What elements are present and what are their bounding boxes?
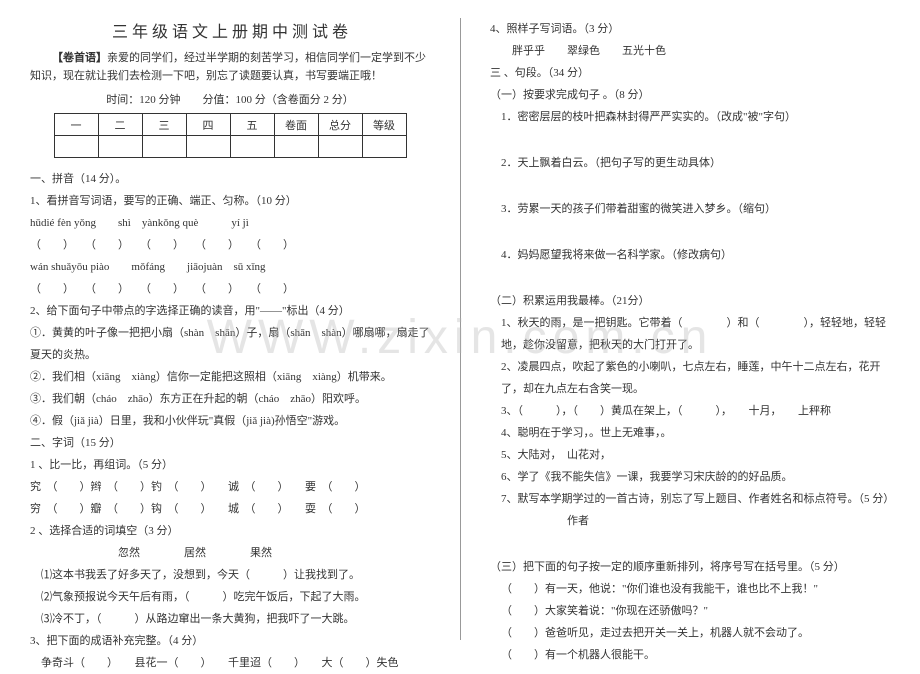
question-item: 1．密密层层的枝叶把森林封得严严实实的。（改成"被"字句） xyxy=(490,106,890,128)
section-heading: 三 、句段。（34 分） xyxy=(490,62,890,84)
score-cell xyxy=(98,136,142,158)
table-row: 一 二 三 四 五 卷面 总分 等级 xyxy=(54,114,406,136)
question-item: ②．我们相（xiāng xiàng）信你一定能把这照相（xiāng xiàng）… xyxy=(30,366,430,388)
answer-space xyxy=(490,220,890,242)
table-row xyxy=(54,136,406,158)
question-item: 3、（ ），（ ）黄瓜在架上，（ ）， 十月， 上秤称 xyxy=(490,400,890,422)
pinyin-line: wán shuǎyōu piào mǒfáng jiāojuàn sū xǐng xyxy=(30,256,430,278)
score-header: 等级 xyxy=(362,114,406,136)
question-text: 1 、比一比，再组词。（5 分） xyxy=(30,454,430,476)
intro-paragraph: 【卷首语】亲爱的同学们，经过半学期的刻苦学习，相信同学们一定学到不少知识，现在就… xyxy=(30,50,430,85)
question-item: ③．我们朝（cháo zhāo）东方正在升起的朝（cháo zhāo）阳欢呼。 xyxy=(30,388,430,410)
question-text: 1、看拼音写词语，要写的正确、端正、匀称。（10 分） xyxy=(30,190,430,212)
subsection-heading: （三）把下面的句子按一定的顺序重新排列，将序号写在括号里。（5 分） xyxy=(490,556,890,578)
blank-line: （ ） （ ） （ ） （ ） （ ） xyxy=(30,278,430,300)
score-cell xyxy=(230,136,274,158)
question-item: 4、聪明在于学习，。世上无难事，。 xyxy=(490,422,890,444)
score-cell xyxy=(142,136,186,158)
score-header: 总分 xyxy=(318,114,362,136)
section-heading: 一、拼音（14 分）。 xyxy=(30,168,430,190)
subsection-heading: （二）积累运用我最棒。（21分） xyxy=(490,290,890,312)
question-item: （ ）爸爸听见，走过去把开关一关上，机器人就不会动了。 xyxy=(490,622,890,644)
score-header: 卷面 xyxy=(274,114,318,136)
score-header: 二 xyxy=(98,114,142,136)
question-item: 5、大陆对， 山花对， xyxy=(490,444,890,466)
question-item: ⑶冷不丁，（ ）从路边窜出一条大黄狗，把我吓了一大跳。 xyxy=(30,608,430,630)
question-item: 争奇斗（ ） 县花一（ ） 千里迢（ ） 大（ ）失色 xyxy=(30,652,430,674)
question-item: 1、秋天的雨，是一把钥匙。它带着（ ）和（ ），轻轻地，轻轻地，趁你没留意，把秋… xyxy=(490,312,890,356)
question-item: ⑴这本书我丢了好多天了，没想到，今天（ ）让我找到了。 xyxy=(30,564,430,586)
section-heading: 二、字词（15 分） xyxy=(30,432,430,454)
answer-space xyxy=(490,128,890,150)
score-header: 五 xyxy=(230,114,274,136)
score-table: 一 二 三 四 五 卷面 总分 等级 xyxy=(54,113,407,158)
score-cell xyxy=(274,136,318,158)
answer-space xyxy=(490,266,890,288)
question-text: 2 、选择合适的词填空（3 分） xyxy=(30,520,430,542)
question-item: 胖乎乎 翠绿色 五光十色 xyxy=(490,40,890,62)
question-item: 4．妈妈愿望我将来做一名科学家。（修改病句） xyxy=(490,244,890,266)
question-item: 6、学了《我不能失信》一课，我要学习宋庆龄的的好品质。 xyxy=(490,466,890,488)
question-item: 作者 xyxy=(490,510,890,532)
score-cell xyxy=(362,136,406,158)
question-item: 究 （ ）辫 （ ）钓 （ ） 诚 （ ） 要 （ ） xyxy=(30,476,430,498)
answer-space xyxy=(490,174,890,196)
question-item: 7、默写本学期学过的一首古诗，别忘了写上题目、作者姓名和标点符号。（5 分） xyxy=(490,488,890,510)
question-item: ①．黄黄的叶子像一把把小扇（shàn shān）子，扇（shān shàn）哪扇… xyxy=(30,322,430,366)
answer-space xyxy=(490,532,890,554)
page-root: WWW.zixin.com.cn 三 年 级 语 文 上 册 期 中 测 试 卷… xyxy=(0,0,920,650)
doc-title: 三 年 级 语 文 上 册 期 中 测 试 卷 xyxy=(30,18,430,42)
intro-label: 【卷首语】 xyxy=(52,52,107,64)
score-header: 三 xyxy=(142,114,186,136)
word-options: 忽然 居然 果然 xyxy=(30,542,430,564)
pinyin-line: hūdié fèn yǒng shì yànkǒng què yí jì xyxy=(30,212,430,234)
question-text: 2、给下面句子中带点的字选择正确的读音，用"——"标出（4 分） xyxy=(30,300,430,322)
blank-line: （ ） （ ） （ ） （ ） （ ） xyxy=(30,234,430,256)
question-item: 2．天上飘着白云。（把句子写的更生动具体） xyxy=(490,152,890,174)
score-header: 一 xyxy=(54,114,98,136)
score-header: 四 xyxy=(186,114,230,136)
question-item: （ ）有一个机器人很能干。 xyxy=(490,644,890,666)
question-item: （ ）大家笑着说："你现在还骄傲吗？" xyxy=(490,600,890,622)
question-item: （ ）有一天，他说："你们谁也没有我能干，谁也比不上我！" xyxy=(490,578,890,600)
question-text: 3、把下面的成语补充完整。（4 分） xyxy=(30,630,430,652)
question-item: 2、凌晨四点，吹起了紫色的小喇叭，七点左右，睡莲，中午十二点左右，花开了，却在九… xyxy=(490,356,890,400)
right-column: 4、照样子写词语。（3 分） 胖乎乎 翠绿色 五光十色 三 、句段。（34 分）… xyxy=(460,0,920,650)
score-cell xyxy=(54,136,98,158)
subsection-heading: （一）按要求完成句子 。（8 分） xyxy=(490,84,890,106)
question-item: 3．劳累一天的孩子们带着甜蜜的微笑进入梦乡。（缩句） xyxy=(490,198,890,220)
question-item: ⑵气象预报说今天午后有雨，（ ）吃完午饭后，下起了大雨。 xyxy=(30,586,430,608)
question-item: ④．假（jiǎ jià）日里，我和小伙伴玩"真假（jiǎ jià)孙悟空"游戏。 xyxy=(30,410,430,432)
score-cell xyxy=(186,136,230,158)
time-info: 时间：120 分钟 分值：100 分（含卷面分 2 分） xyxy=(30,91,430,107)
question-text: 4、照样子写词语。（3 分） xyxy=(490,18,890,40)
question-item: 穷 （ ）瓣 （ ）钩 （ ） 城 （ ） 耍 （ ） xyxy=(30,498,430,520)
score-cell xyxy=(318,136,362,158)
left-column: 三 年 级 语 文 上 册 期 中 测 试 卷 【卷首语】亲爱的同学们，经过半学… xyxy=(0,0,460,650)
